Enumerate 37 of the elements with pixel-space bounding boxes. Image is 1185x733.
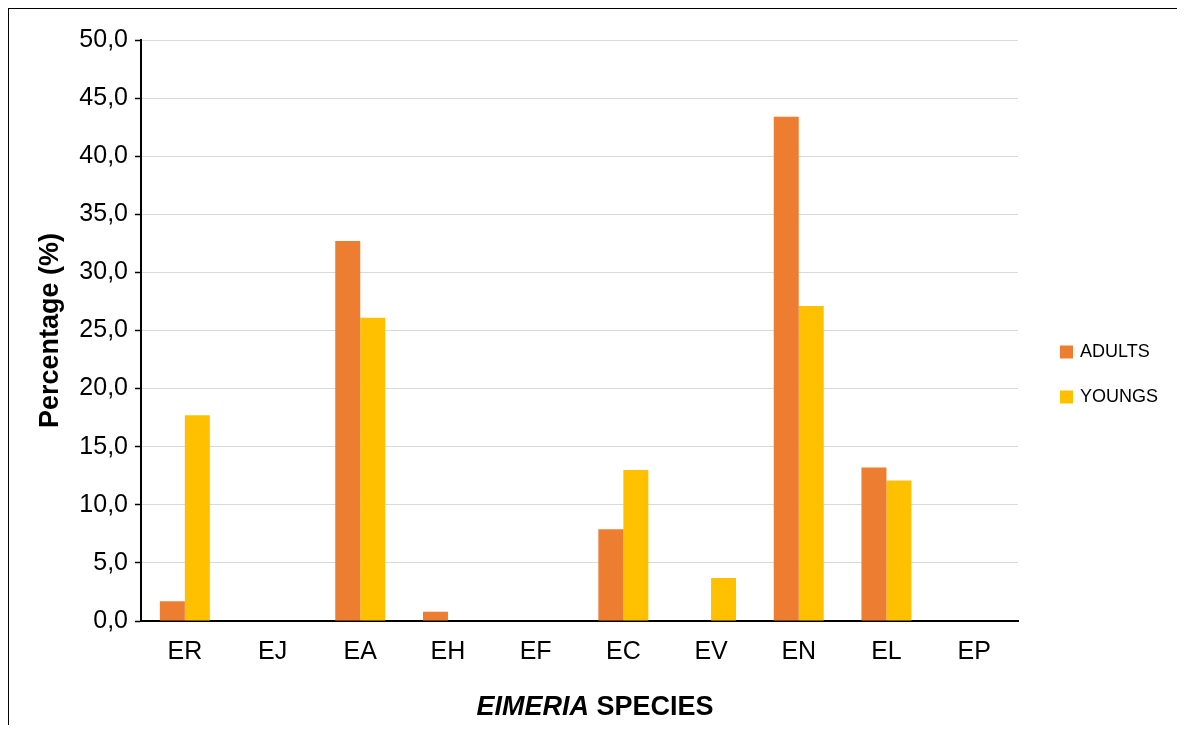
y-tick-label: 0,0 bbox=[93, 604, 128, 633]
bar bbox=[159, 601, 185, 621]
y-axis-title: Percentage (%) bbox=[33, 232, 64, 429]
x-tick-label: EL bbox=[871, 635, 902, 664]
x-tick-label: EA bbox=[343, 635, 378, 664]
y-tick-label: 35,0 bbox=[79, 198, 128, 227]
y-tick-label: 50,0 bbox=[79, 23, 128, 52]
x-tick-label: EP bbox=[957, 635, 991, 664]
bar bbox=[623, 469, 649, 621]
bar bbox=[184, 415, 210, 621]
x-tick-label: EH bbox=[430, 635, 466, 664]
bar bbox=[711, 578, 737, 621]
x-tick-label: EF bbox=[519, 635, 552, 664]
x-axis-title: EIMERIA SPECIES bbox=[476, 690, 714, 722]
bar bbox=[360, 317, 386, 621]
legend-label: ADULTS bbox=[1080, 340, 1150, 361]
bar bbox=[335, 241, 361, 621]
y-tick-label: 10,0 bbox=[79, 488, 128, 517]
bar bbox=[861, 467, 887, 621]
x-tick-label: EV bbox=[694, 635, 729, 664]
x-tick-label: EC bbox=[605, 635, 641, 664]
y-tick-label: 40,0 bbox=[79, 140, 128, 169]
bar bbox=[886, 480, 912, 621]
y-tick-label: 15,0 bbox=[79, 430, 128, 459]
bar bbox=[422, 611, 448, 621]
y-tick-label: 20,0 bbox=[79, 372, 128, 401]
x-tick-label: EJ bbox=[257, 635, 288, 664]
x-tick-label: EN bbox=[781, 635, 817, 664]
bar bbox=[598, 529, 624, 621]
y-tick-label: 25,0 bbox=[79, 314, 128, 343]
x-tick-label: ER bbox=[167, 635, 203, 664]
y-tick-label: 5,0 bbox=[93, 546, 128, 575]
y-tick-label: 30,0 bbox=[79, 256, 128, 285]
bar bbox=[798, 306, 824, 621]
legend-label: YOUNGS bbox=[1080, 385, 1159, 406]
bar bbox=[773, 116, 799, 621]
y-tick-label: 45,0 bbox=[79, 81, 128, 110]
